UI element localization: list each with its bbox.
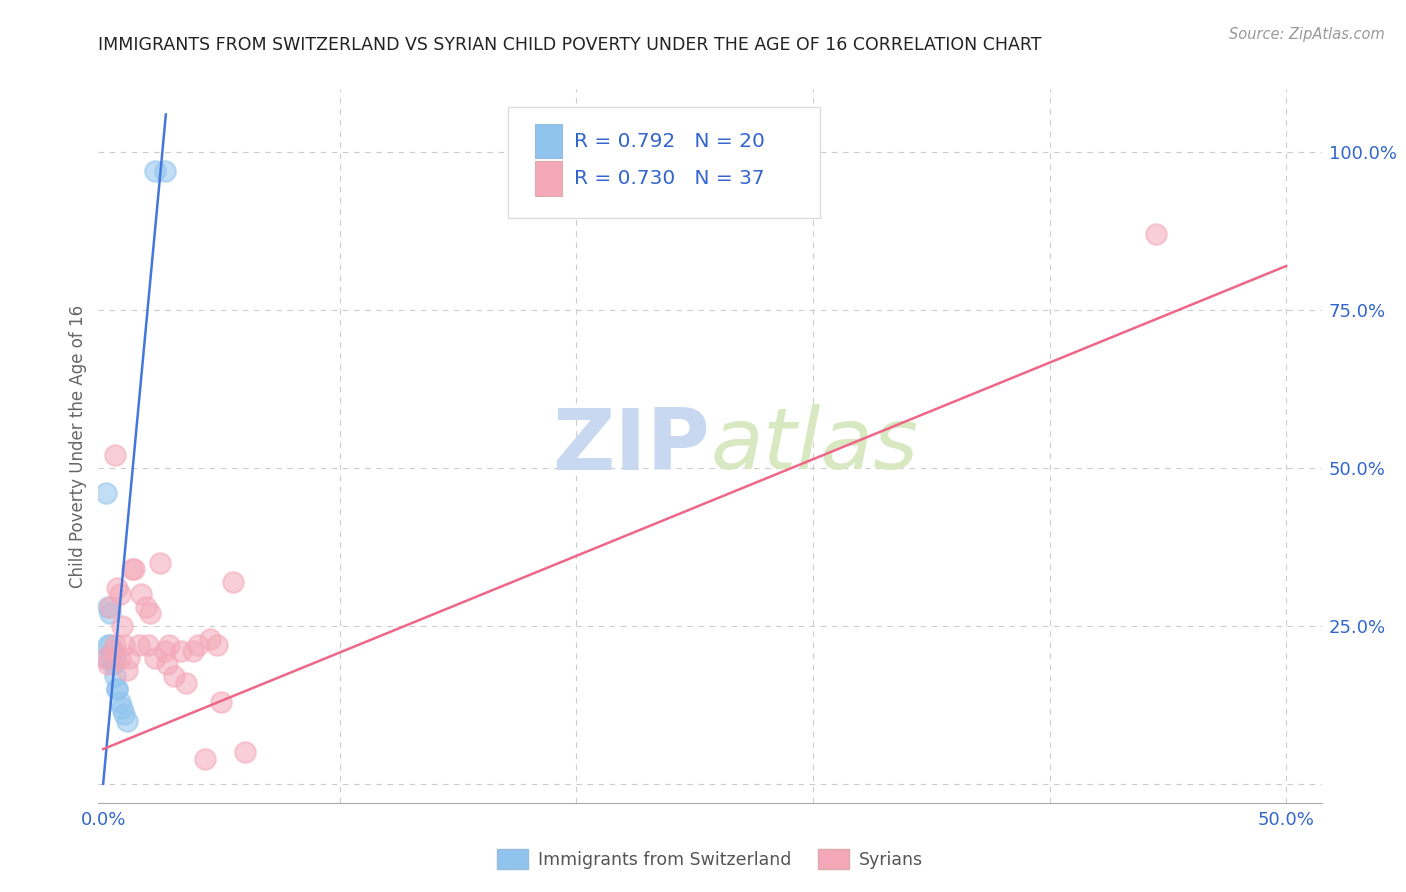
Point (97, 638, 120, 652)
Point (129, 587, 152, 601)
Point (105, 581, 128, 595)
Point (97, 600, 120, 615)
Point (139, 607, 162, 621)
Point (135, 600, 157, 615)
Point (153, 164, 176, 178)
Legend: Immigrants from Switzerland, Syrians: Immigrants from Switzerland, Syrians (489, 842, 931, 876)
Point (233, 745, 256, 759)
Point (222, 574, 245, 589)
Point (98, 607, 121, 621)
Point (181, 644, 204, 658)
Point (163, 669, 186, 683)
Point (205, 638, 228, 652)
Point (1144, 227, 1167, 242)
Point (149, 556, 172, 570)
Point (94, 650, 117, 665)
Point (101, 644, 124, 658)
Point (114, 638, 136, 652)
Point (101, 644, 124, 658)
Point (136, 638, 159, 652)
Point (128, 638, 150, 652)
Point (108, 587, 131, 601)
Text: ZIP: ZIP (553, 404, 710, 488)
Point (108, 650, 131, 665)
Point (111, 701, 134, 715)
Text: R = 0.730   N = 37: R = 0.730 N = 37 (574, 169, 765, 188)
Point (104, 449, 127, 463)
Point (94, 486, 117, 500)
Point (101, 657, 124, 671)
Point (174, 675, 197, 690)
FancyBboxPatch shape (536, 161, 562, 195)
Point (121, 562, 143, 576)
Text: atlas: atlas (710, 404, 918, 488)
Point (156, 657, 179, 671)
Text: IMMIGRANTS FROM SWITZERLAND VS SYRIAN CHILD POVERTY UNDER THE AGE OF 16 CORRELAT: IMMIGRANTS FROM SWITZERLAND VS SYRIAN CH… (98, 36, 1042, 54)
Point (118, 650, 141, 665)
FancyBboxPatch shape (508, 107, 820, 218)
Point (108, 695, 131, 709)
Point (143, 164, 166, 178)
Point (122, 562, 145, 576)
Point (198, 632, 221, 646)
Point (157, 638, 180, 652)
Text: Source: ZipAtlas.com: Source: ZipAtlas.com (1229, 27, 1385, 42)
Point (111, 619, 134, 633)
Point (114, 707, 136, 722)
Text: R = 0.792   N = 20: R = 0.792 N = 20 (574, 132, 765, 151)
Point (104, 638, 127, 652)
Point (143, 650, 166, 665)
Point (98, 600, 121, 615)
Point (115, 663, 138, 677)
Point (105, 682, 128, 697)
Point (101, 650, 124, 665)
Point (153, 644, 176, 658)
Point (98, 638, 121, 652)
Point (187, 638, 209, 652)
Point (94, 650, 117, 665)
Point (211, 695, 233, 709)
FancyBboxPatch shape (536, 124, 562, 159)
Point (104, 650, 127, 665)
Y-axis label: Child Poverty Under the Age of 16: Child Poverty Under the Age of 16 (69, 304, 87, 588)
Point (115, 714, 138, 728)
Point (98, 650, 121, 665)
Point (194, 751, 217, 765)
Point (97, 657, 120, 671)
Point (104, 669, 127, 683)
Point (170, 644, 193, 658)
Point (105, 682, 128, 697)
